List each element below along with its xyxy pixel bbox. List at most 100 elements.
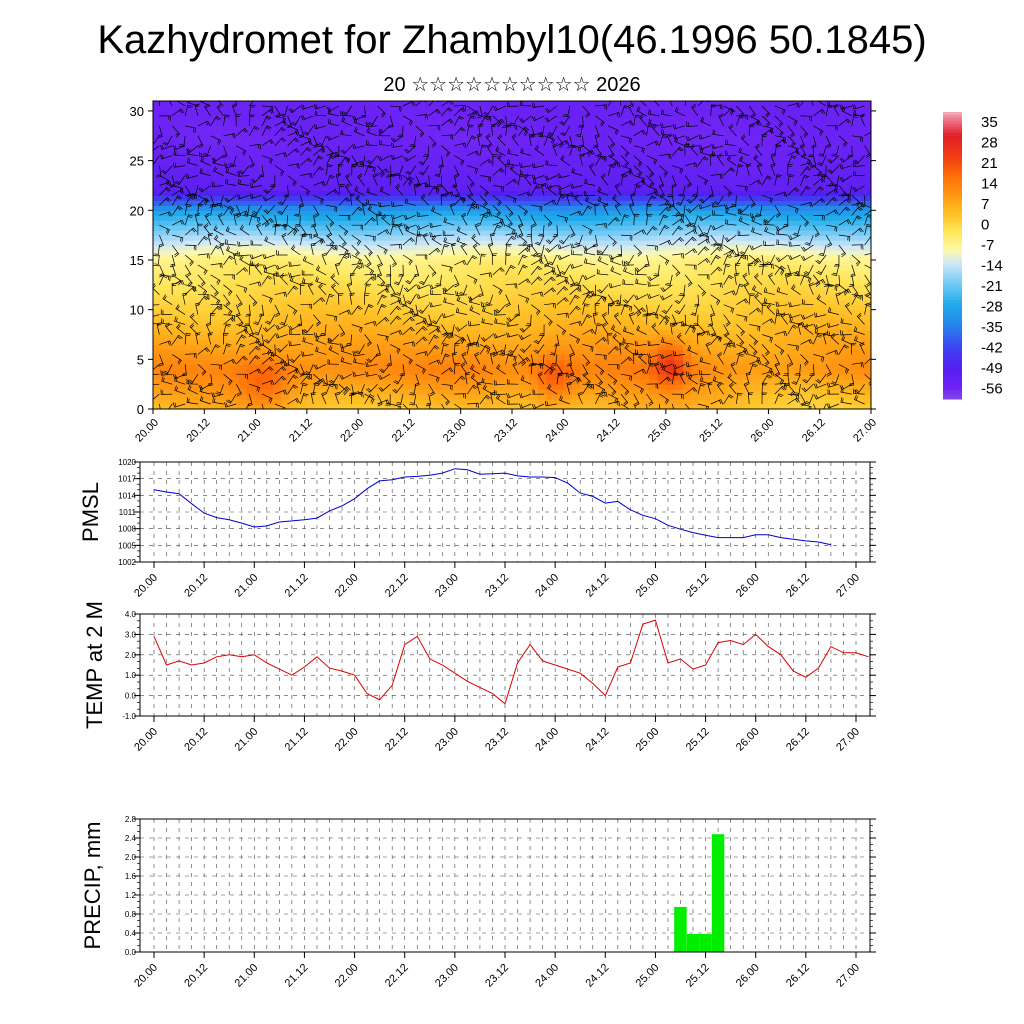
section-cell <box>828 155 838 162</box>
section-cell <box>725 404 735 409</box>
section-cell <box>623 150 633 157</box>
section-cell <box>751 120 761 127</box>
section-cell <box>512 215 522 221</box>
section-cell <box>281 309 291 316</box>
section-cell <box>674 165 684 172</box>
section-cell <box>255 145 265 152</box>
section-cell <box>426 379 436 385</box>
section-cell <box>229 135 240 142</box>
section-cell <box>153 250 163 256</box>
section-cell <box>204 101 214 107</box>
section-cell <box>776 185 787 192</box>
section-cell <box>623 359 633 365</box>
section-cell <box>520 349 530 355</box>
section-cell <box>212 195 222 201</box>
section-cell <box>315 304 325 311</box>
section-cell <box>512 105 522 112</box>
section-cell <box>503 145 513 152</box>
section-cell <box>614 379 624 385</box>
section-cell <box>409 120 419 127</box>
section-cell <box>811 190 821 196</box>
section-cell <box>794 259 804 266</box>
section-cell <box>426 225 436 231</box>
section-cell <box>657 245 667 251</box>
section-cell <box>409 304 419 311</box>
section-cell <box>358 349 368 355</box>
section-cell <box>195 404 205 409</box>
section-cell <box>153 175 163 182</box>
section-cell <box>691 250 701 256</box>
section-cell <box>657 200 667 206</box>
section-cell <box>512 334 522 341</box>
section-cell <box>255 240 265 246</box>
section-cell <box>554 264 564 271</box>
section-cell <box>563 379 573 385</box>
section-cell <box>700 120 710 127</box>
section-cell <box>657 319 667 326</box>
section-cell <box>187 125 197 132</box>
section-cell <box>648 289 658 296</box>
section-cell <box>298 359 308 365</box>
section-cell <box>426 269 436 276</box>
section-cell <box>332 349 342 355</box>
section-cell <box>717 165 727 172</box>
section-cell <box>776 269 787 276</box>
section-cell <box>494 245 505 251</box>
section-cell <box>264 399 274 405</box>
section-cell <box>563 354 573 360</box>
section-cell <box>358 379 368 385</box>
section-cell <box>708 165 718 172</box>
section-cell <box>229 279 240 286</box>
section-cell <box>170 250 180 256</box>
section-cell <box>443 364 453 370</box>
section-cell <box>383 155 393 162</box>
section-cell <box>272 125 282 132</box>
section-cell <box>776 374 787 380</box>
section-cell <box>631 105 641 112</box>
section-cell <box>306 150 317 157</box>
section-cell <box>170 215 180 221</box>
section-cell <box>811 284 821 291</box>
section-cell <box>195 160 205 167</box>
section-cell <box>734 404 744 409</box>
section-cell <box>571 115 581 122</box>
section-cell <box>571 344 581 350</box>
section-cell <box>614 140 624 147</box>
section-cell <box>665 369 676 375</box>
section-cell <box>247 384 257 390</box>
section-cell <box>623 279 633 286</box>
section-cell <box>306 399 317 405</box>
section-cell <box>494 389 505 395</box>
section-cell <box>323 349 334 355</box>
section-cell <box>306 115 317 122</box>
section-cell <box>452 145 462 152</box>
section-cell <box>588 155 599 162</box>
section-cell <box>794 274 804 281</box>
section-cell <box>204 279 214 286</box>
section-cell <box>170 339 180 346</box>
section-cell <box>734 259 744 266</box>
section-cell <box>349 125 359 132</box>
section-cell <box>682 399 693 405</box>
section-cell <box>383 279 393 286</box>
section-cell <box>819 324 829 331</box>
section-cell <box>366 374 376 380</box>
section-cell <box>554 230 564 236</box>
section-cell <box>469 150 479 157</box>
section-cell <box>460 329 470 336</box>
section-cell <box>674 135 684 142</box>
section-cell <box>238 369 248 375</box>
section-cell <box>298 299 308 306</box>
section-cell <box>648 329 658 336</box>
section-cell <box>477 274 487 281</box>
section-cell <box>375 404 385 409</box>
section-cell <box>477 125 487 132</box>
section-cell <box>212 264 222 271</box>
section-cell <box>486 309 496 316</box>
section-cell <box>315 240 325 246</box>
section-cell <box>383 185 393 192</box>
section-cell <box>306 185 317 192</box>
section-cell <box>238 379 248 385</box>
section-cell <box>828 324 838 331</box>
section-cell <box>170 101 180 107</box>
